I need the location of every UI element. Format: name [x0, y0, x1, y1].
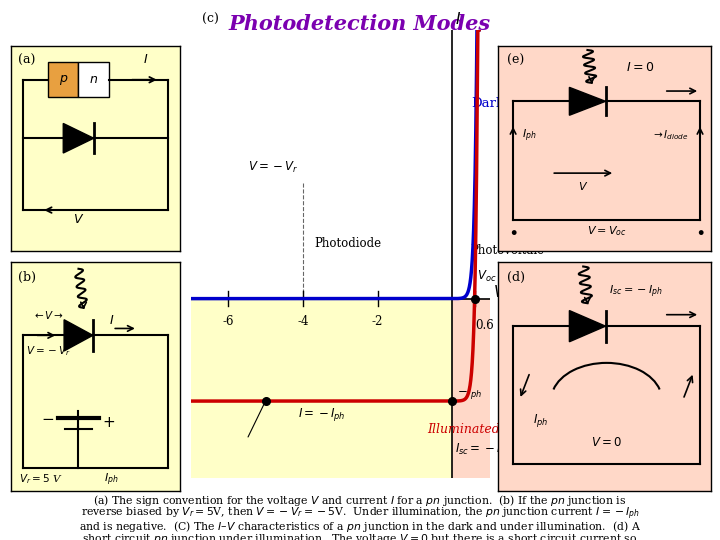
Text: (a): (a) — [17, 54, 35, 67]
Text: Dark: Dark — [471, 97, 504, 110]
Text: $I_{ph}$: $I_{ph}$ — [521, 127, 536, 144]
Text: $I$: $I$ — [455, 11, 462, 28]
Text: $+$: $+$ — [102, 415, 115, 430]
Text: $I_{ph}$: $I_{ph}$ — [533, 411, 549, 429]
Bar — [452, 299, 490, 478]
Text: $I_{sc} = -I_{ph}$: $I_{sc} = -I_{ph}$ — [455, 441, 512, 458]
Text: Photodetection Modes: Photodetection Modes — [229, 14, 491, 33]
Text: (a) The sign convention for the voltage $V$ and current $I$ for a $pn$ junction.: (a) The sign convention for the voltage … — [94, 493, 626, 508]
Text: and is negative.  (C) The $I$–$V$ characteristics of a $pn$ junction in the dark: and is negative. (C) The $I$–$V$ charact… — [79, 519, 641, 534]
Text: $V=-V_r$: $V=-V_r$ — [25, 343, 71, 357]
Bar — [78, 62, 109, 97]
Text: $V = -V_r$: $V = -V_r$ — [248, 159, 298, 174]
Bar — [48, 62, 78, 97]
Text: Photodiode: Photodiode — [314, 238, 381, 251]
Text: $\leftarrow V \rightarrow$: $\leftarrow V \rightarrow$ — [32, 309, 64, 321]
Polygon shape — [570, 310, 606, 342]
Text: $V_{oc}$: $V_{oc}$ — [477, 268, 496, 284]
Text: $I_{sc} = -I_{ph}$: $I_{sc} = -I_{ph}$ — [608, 284, 662, 300]
Text: $I$: $I$ — [109, 314, 114, 327]
Text: $n$: $n$ — [89, 73, 98, 86]
Text: $I_{ph}$: $I_{ph}$ — [104, 471, 119, 488]
Text: reverse biased by $V_r = 5$V, then $V = -V_r = -5$V.  Under illumination, the $p: reverse biased by $V_r = 5$V, then $V = … — [81, 506, 639, 522]
Polygon shape — [570, 87, 606, 115]
Text: Illuminated: Illuminated — [427, 423, 500, 436]
Text: $I$: $I$ — [143, 53, 149, 66]
Polygon shape — [63, 124, 94, 153]
Text: Photovoltaic: Photovoltaic — [470, 244, 544, 257]
Text: $I = 0$: $I = 0$ — [626, 60, 654, 73]
Text: $-$: $-$ — [42, 410, 55, 426]
Text: $V$: $V$ — [73, 213, 84, 226]
Text: $V$: $V$ — [578, 179, 588, 192]
Text: 0.6: 0.6 — [475, 319, 494, 332]
Text: (c): (c) — [202, 14, 219, 26]
Polygon shape — [64, 320, 93, 351]
Bar — [191, 299, 452, 478]
Text: short circuit $pn$ junction under illumination.  The voltage $V = 0$ but there i: short circuit $pn$ junction under illumi… — [82, 532, 638, 540]
Text: $\rightarrow I_{diode}$: $\rightarrow I_{diode}$ — [651, 128, 689, 142]
Text: $\bullet$: $\bullet$ — [508, 221, 518, 240]
Text: $V = 0$: $V = 0$ — [591, 435, 622, 449]
Text: -4: -4 — [297, 315, 309, 328]
Text: (d): (d) — [507, 271, 525, 284]
Text: $V$: $V$ — [493, 284, 507, 300]
Text: $\bullet$: $\bullet$ — [696, 221, 705, 240]
Text: (e): (e) — [507, 54, 524, 67]
Text: $-I_{ph}$: $-I_{ph}$ — [456, 384, 482, 401]
Text: $V = V_{oc}$: $V = V_{oc}$ — [587, 225, 626, 239]
Text: -2: -2 — [372, 315, 383, 328]
Text: -6: -6 — [222, 315, 234, 328]
Text: (b): (b) — [17, 271, 35, 284]
Text: $p$: $p$ — [58, 73, 68, 87]
Text: $V_r = 5$ V: $V_r = 5$ V — [19, 472, 63, 486]
Text: $I = -I_{ph}$: $I = -I_{ph}$ — [297, 406, 346, 422]
